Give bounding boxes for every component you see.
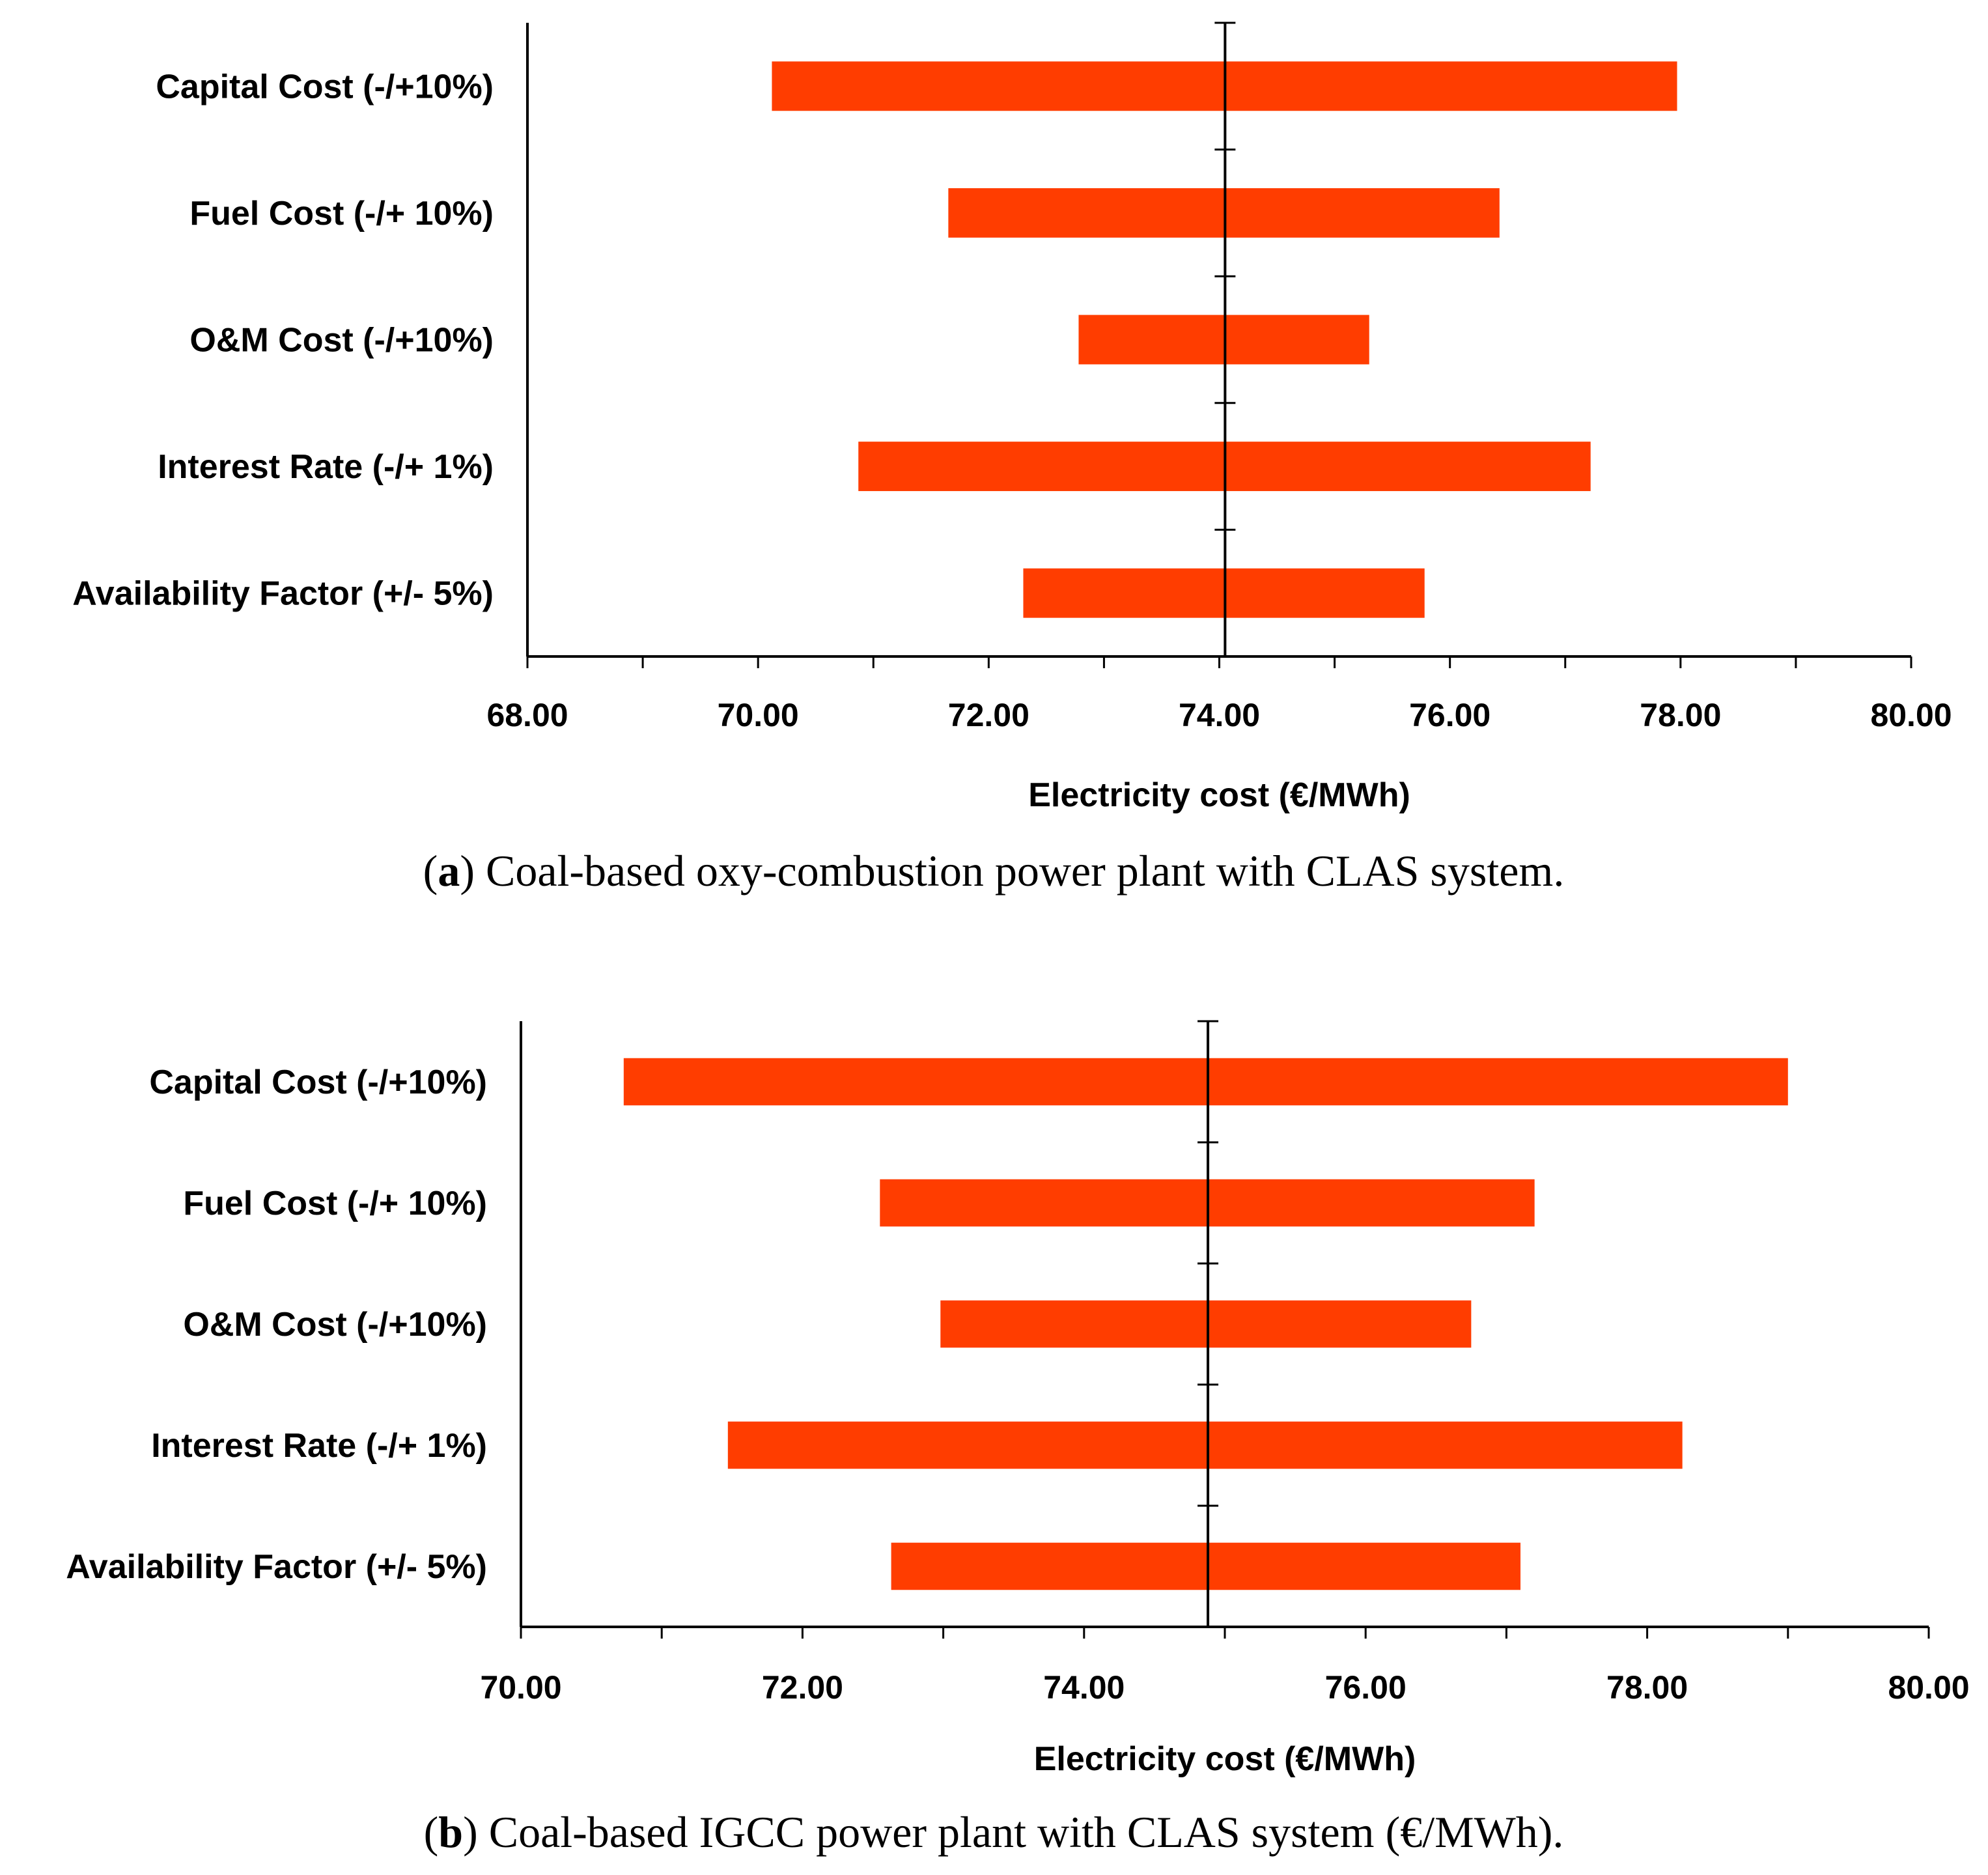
category-label-2: Fuel Cost (-/+ 10%) [189, 195, 494, 233]
category-label-4: Interest Rate (-/+ 1%) [158, 448, 494, 486]
x-tick-label: 72.00 [762, 1669, 843, 1706]
x-tick-label: 70.00 [480, 1669, 561, 1706]
caption-paren-open: ( [423, 846, 438, 895]
x-tick-label: 74.00 [1179, 697, 1260, 733]
category-label-1: Capital Cost (-/+10%) [156, 68, 494, 106]
tornado-bar-3 [940, 1300, 1472, 1348]
x-tick-label: 78.00 [1640, 697, 1721, 733]
x-tick-label: 74.00 [1043, 1669, 1125, 1706]
x-tick-label: 72.00 [948, 697, 1029, 733]
category-label-3: O&M Cost (-/+10%) [183, 1306, 487, 1344]
caption-letter: a [438, 846, 460, 895]
x-tick-label: 76.00 [1409, 697, 1491, 733]
category-label-3: O&M Cost (-/+10%) [189, 322, 494, 359]
category-label-1: Capital Cost (-/+10%) [149, 1064, 487, 1101]
chart-caption: (a) Coal-based oxy-combustion power plan… [423, 846, 1565, 895]
tornado-bar-5 [891, 1542, 1521, 1590]
caption-text: ) Coal-based oxy-combustion power plant … [460, 846, 1564, 895]
chart-caption: (b) Coal-based IGCC power plant with CLA… [424, 1807, 1564, 1857]
x-tick-label: 80.00 [1888, 1669, 1969, 1706]
tornado-bar-4 [727, 1421, 1683, 1469]
caption-letter: b [438, 1807, 463, 1857]
category-label-2: Fuel Cost (-/+ 10%) [183, 1185, 487, 1222]
x-tick-label: 80.00 [1870, 697, 1952, 733]
tornado-bar-1 [623, 1058, 1788, 1106]
x-tick-label: 70.00 [718, 697, 799, 733]
x-tick-label: 68.00 [486, 697, 568, 733]
chart-b: Capital Cost (-/+10%) Fuel Cost (-/+ 10%)… [66, 1020, 1970, 1857]
x-tick-label: 78.00 [1606, 1669, 1688, 1706]
category-label-5: Availability Factor (+/- 5%) [72, 575, 494, 613]
x-axis-title: Electricity cost (€/MWh) [1028, 776, 1410, 814]
x-tick-label: 76.00 [1325, 1669, 1407, 1706]
caption-paren-open: ( [424, 1807, 439, 1857]
category-label-5: Availability Factor (+/- 5%) [66, 1548, 487, 1586]
chart-a: Capital Cost (-/+10%) Fuel Cost (-/+ 10%)… [72, 21, 1952, 895]
caption-text: ) Coal-based IGCC power plant with CLAS … [463, 1807, 1563, 1857]
category-label-4: Interest Rate (-/+ 1%) [151, 1427, 487, 1465]
x-axis-title: Electricity cost (€/MWh) [1034, 1740, 1416, 1778]
